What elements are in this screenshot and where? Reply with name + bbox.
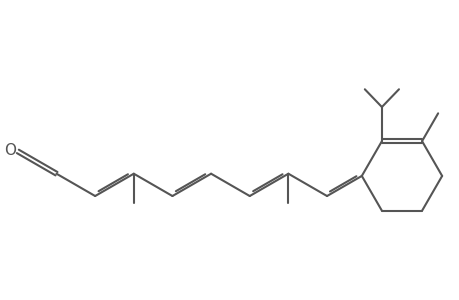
Text: O: O [4,143,16,158]
